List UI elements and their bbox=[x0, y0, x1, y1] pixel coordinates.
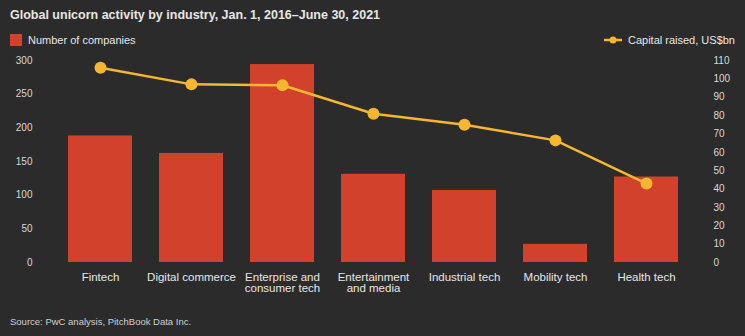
svg-text:110: 110 bbox=[714, 55, 730, 66]
svg-text:50: 50 bbox=[714, 165, 726, 176]
svg-text:Fintech: Fintech bbox=[82, 271, 120, 283]
svg-text:0: 0 bbox=[714, 257, 720, 268]
svg-text:40: 40 bbox=[714, 183, 726, 194]
svg-text:70: 70 bbox=[714, 128, 726, 139]
svg-text:0: 0 bbox=[27, 257, 33, 268]
svg-text:300: 300 bbox=[16, 55, 33, 66]
html-text:Number of companies: Number of companies bbox=[28, 34, 136, 46]
svg-text:Health tech: Health tech bbox=[617, 271, 675, 283]
svg-text:100: 100 bbox=[16, 189, 33, 200]
svg-text:60: 60 bbox=[714, 147, 726, 158]
svg-text:Digital commerce: Digital commerce bbox=[147, 271, 236, 283]
svg-text:Industrial tech: Industrial tech bbox=[429, 271, 501, 283]
svg-text:10: 10 bbox=[714, 238, 726, 249]
svg-text:Mobility tech: Mobility tech bbox=[524, 271, 588, 283]
svg-text:150: 150 bbox=[16, 156, 33, 167]
svg-text:200: 200 bbox=[16, 122, 33, 133]
svg-text:100: 100 bbox=[714, 73, 731, 84]
svg-text:30: 30 bbox=[714, 202, 726, 213]
svg-text:Entertainmentand media: Entertainmentand media bbox=[338, 271, 410, 295]
svg-text:50: 50 bbox=[21, 223, 33, 234]
svg-text:90: 90 bbox=[714, 91, 726, 102]
svg-text:250: 250 bbox=[16, 88, 33, 99]
html-text:Global unicorn activity by ind: Global unicorn activity by industry, Jan… bbox=[10, 8, 381, 22]
html-text:Capital raised, US$bn: Capital raised, US$bn bbox=[628, 34, 735, 46]
svg-text:Enterprise andconsumer tech: Enterprise andconsumer tech bbox=[245, 271, 320, 295]
svg-text:20: 20 bbox=[714, 220, 726, 231]
svg-text:80: 80 bbox=[714, 110, 726, 121]
html-text:Source: PwC analysis, PitchBoo: Source: PwC analysis, PitchBook Data Inc… bbox=[10, 316, 192, 327]
